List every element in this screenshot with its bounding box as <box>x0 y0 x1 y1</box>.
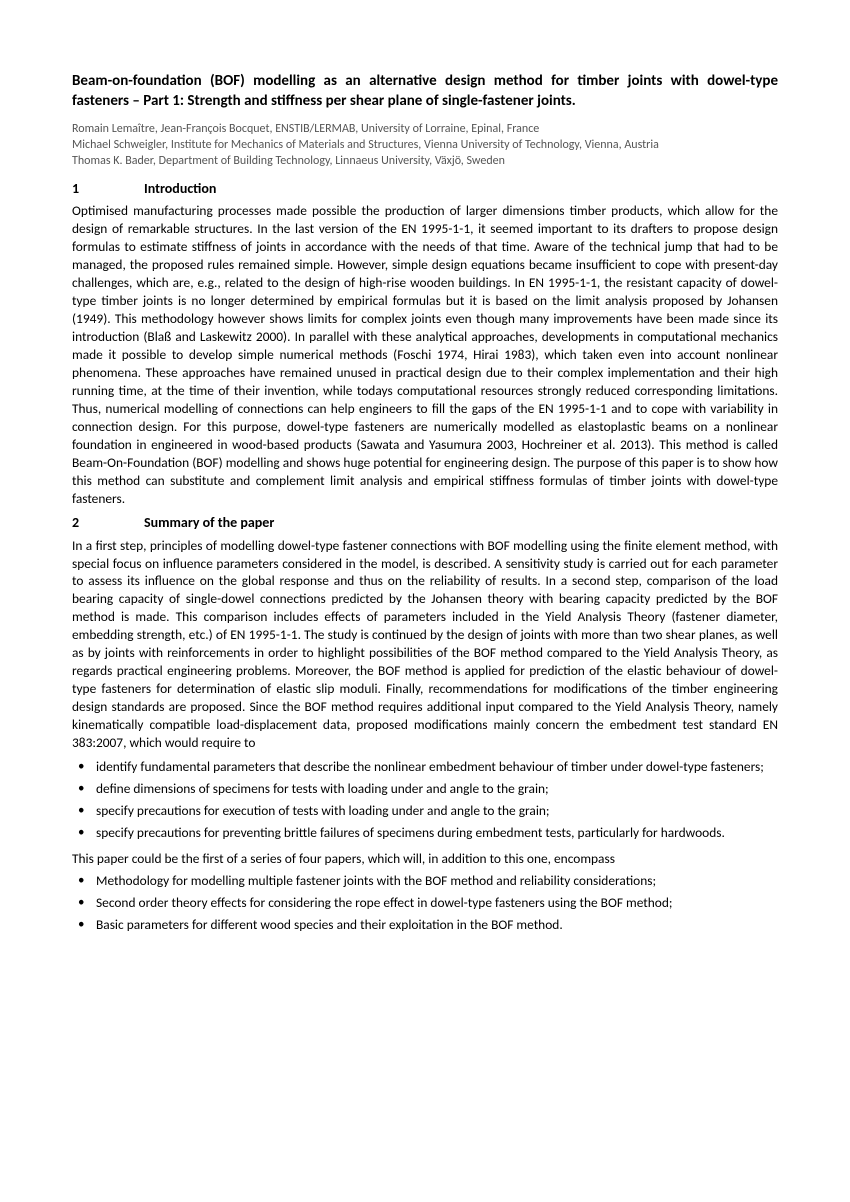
bullet-list-1: identify fundamental parameters that des… <box>72 758 778 842</box>
section-number: 2 <box>72 514 144 533</box>
list-item: specify precautions for preventing britt… <box>72 824 778 842</box>
section-title: Introduction <box>144 180 216 197</box>
section-heading-2: 2Summary of the paper <box>72 514 778 533</box>
authors-block: Romain Lemaître, Jean-François Bocquet, … <box>72 121 778 170</box>
list-item: Basic parameters for different wood spec… <box>72 916 778 934</box>
intro-paragraph: Optimised manufacturing processes made p… <box>72 202 778 507</box>
list-item: Methodology for modelling multiple faste… <box>72 872 778 890</box>
summary-paragraph: In a first step, principles of modelling… <box>72 537 778 752</box>
author-line: Romain Lemaître, Jean-François Bocquet, … <box>72 121 778 137</box>
bullet-list-2: Methodology for modelling multiple faste… <box>72 872 778 934</box>
list-item: identify fundamental parameters that des… <box>72 758 778 776</box>
section-number: 1 <box>72 180 144 199</box>
list-item: define dimensions of specimens for tests… <box>72 780 778 798</box>
section-heading-1: 1Introduction <box>72 180 778 199</box>
paper-title: Beam-on-foundation (BOF) modelling as an… <box>72 72 778 111</box>
bridge-paragraph: This paper could be the first of a serie… <box>72 850 778 868</box>
list-item: specify precautions for execution of tes… <box>72 802 778 820</box>
section-title: Summary of the paper <box>144 514 274 531</box>
list-item: Second order theory effects for consider… <box>72 894 778 912</box>
author-line: Michael Schweigler, Institute for Mechan… <box>72 137 778 153</box>
author-line: Thomas K. Bader, Department of Building … <box>72 153 778 169</box>
